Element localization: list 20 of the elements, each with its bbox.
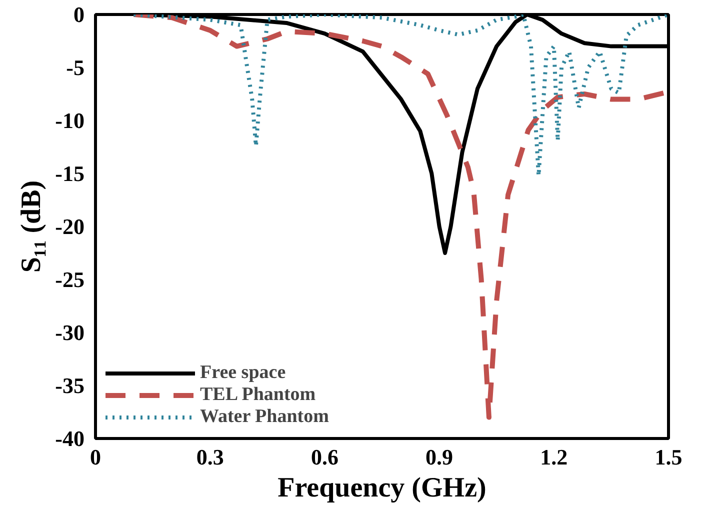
y-tick-label: -20 <box>55 214 84 239</box>
y-tick-label: -25 <box>55 267 84 292</box>
y-tick-label: -40 <box>55 426 84 451</box>
y-axis-title: S₁₁ (dB) <box>16 180 48 273</box>
y-tick-label: -30 <box>55 320 84 345</box>
y-tick-label: -15 <box>55 161 84 186</box>
y-tick-label: -35 <box>55 373 84 398</box>
x-tick-label: 0 <box>90 444 101 470</box>
x-tick-label: 0.6 <box>310 444 338 470</box>
x-tick-label: 1.2 <box>540 444 568 470</box>
y-tick-label: -10 <box>55 108 84 133</box>
legend-label: Free space <box>200 362 286 384</box>
x-tick-label: 0.3 <box>196 444 224 470</box>
x-tick-label: 0.9 <box>426 444 454 470</box>
legend-label: Water Phantom <box>200 406 329 428</box>
x-axis-title: Frequency (GHz) <box>278 472 486 504</box>
x-tick-label: 1.5 <box>654 444 682 470</box>
legend-label: TEL Phantom <box>200 384 316 406</box>
y-tick-label: 0 <box>74 2 84 27</box>
y-tick-label: -5 <box>66 55 84 80</box>
